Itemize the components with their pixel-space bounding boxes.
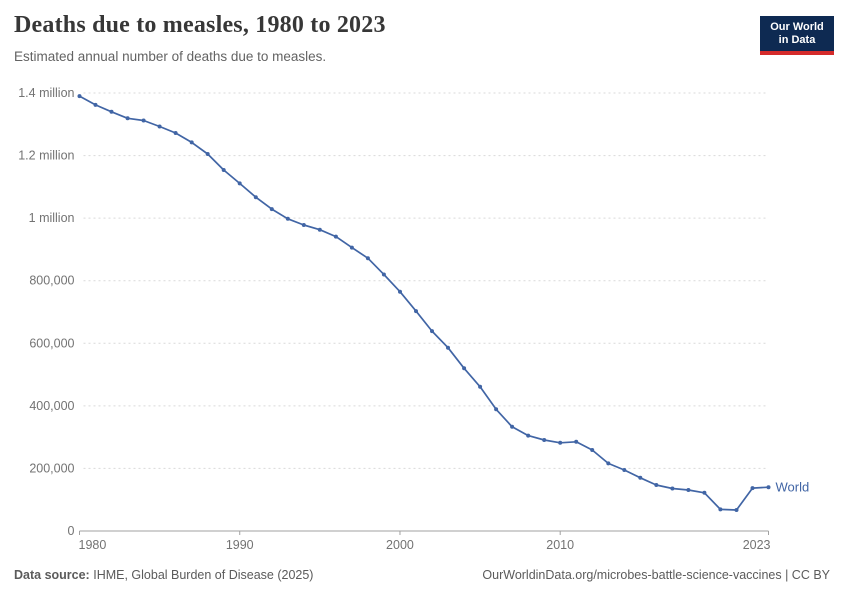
data-point-marker[interactable] — [542, 438, 547, 442]
page-title: Deaths due to measles, 1980 to 2023 — [14, 12, 386, 38]
data-point-marker[interactable] — [734, 508, 739, 512]
data-point-marker[interactable] — [398, 289, 402, 294]
data-point-marker[interactable] — [285, 216, 290, 221]
data-point-marker[interactable] — [702, 490, 707, 495]
data-point-marker[interactable] — [269, 207, 274, 212]
data-point-marker[interactable] — [414, 309, 418, 314]
data-point-marker[interactable] — [622, 468, 627, 472]
data-point-marker[interactable] — [189, 140, 194, 145]
data-point-marker[interactable] — [638, 475, 643, 480]
data-point-marker[interactable] — [670, 486, 675, 491]
y-axis-label: 600,000 — [29, 336, 74, 350]
data-point-marker[interactable] — [686, 488, 691, 492]
chart-footer: Data source: IHME, Global Burden of Dise… — [0, 568, 850, 582]
data-point-marker[interactable] — [173, 131, 178, 135]
y-axis-label: 1.2 million — [18, 149, 74, 163]
data-point-marker[interactable] — [205, 152, 210, 156]
x-axis-label: 2000 — [386, 538, 414, 552]
x-axis-label: 1990 — [226, 538, 254, 552]
data-point-marker[interactable] — [766, 485, 771, 490]
x-axis-label: 2010 — [546, 538, 574, 552]
data-point-marker[interactable] — [77, 94, 82, 99]
data-source-text: IHME, Global Burden of Disease (2025) — [93, 568, 314, 582]
y-axis-label: 1 million — [29, 211, 75, 225]
data-point-marker[interactable] — [462, 366, 467, 371]
y-axis-label: 200,000 — [29, 461, 74, 475]
data-point-marker[interactable] — [606, 461, 611, 466]
owid-logo-line2: in Data — [778, 34, 816, 46]
y-axis-label: 400,000 — [29, 399, 74, 413]
chart-subtitle: Estimated annual number of deaths due to… — [14, 49, 327, 64]
series-label[interactable]: World — [776, 480, 810, 495]
data-point-marker[interactable] — [381, 272, 386, 277]
y-axis-label: 800,000 — [29, 274, 74, 288]
data-point-marker[interactable] — [157, 124, 162, 129]
data-point-marker[interactable] — [654, 483, 659, 487]
data-point-marker[interactable] — [365, 256, 370, 261]
data-point-marker[interactable] — [141, 118, 146, 123]
data-point-marker[interactable] — [718, 507, 723, 512]
owid-logo-line1: Our World — [770, 21, 824, 33]
data-point-marker[interactable] — [333, 234, 338, 239]
data-point-marker[interactable] — [558, 440, 563, 445]
y-axis-label: 0 — [68, 524, 75, 538]
data-point-marker[interactable] — [317, 227, 322, 232]
data-point-marker[interactable] — [510, 424, 515, 429]
data-point-marker[interactable] — [301, 223, 306, 227]
data-point-marker[interactable] — [750, 486, 755, 491]
data-source: Data source: IHME, Global Burden of Dise… — [14, 568, 313, 582]
data-point-marker[interactable] — [237, 181, 242, 186]
data-point-marker[interactable] — [93, 102, 98, 107]
data-point-marker[interactable] — [109, 109, 114, 114]
data-point-marker[interactable] — [221, 168, 226, 172]
data-point-marker[interactable] — [590, 448, 595, 452]
trend-line[interactable] — [79, 95, 769, 511]
data-point-marker[interactable] — [478, 384, 483, 389]
x-axis-label: 1980 — [79, 538, 107, 552]
data-point-marker[interactable] — [430, 329, 434, 334]
y-axis-label: 1.4 million — [18, 86, 74, 100]
data-point-marker[interactable] — [574, 439, 579, 444]
data-point-marker[interactable] — [526, 433, 531, 438]
data-point-marker[interactable] — [349, 245, 354, 250]
license-url: OurWorldinData.org/microbes-battle-scien… — [482, 568, 830, 582]
data-point-marker[interactable] — [494, 407, 499, 412]
data-point-marker[interactable] — [446, 345, 450, 350]
owid-logo: Our World in Data — [760, 16, 834, 55]
x-axis-label: 2023 — [743, 538, 771, 552]
data-point-marker[interactable] — [253, 195, 258, 200]
data-point-marker[interactable] — [125, 116, 130, 121]
data-source-label: Data source: — [14, 568, 90, 582]
